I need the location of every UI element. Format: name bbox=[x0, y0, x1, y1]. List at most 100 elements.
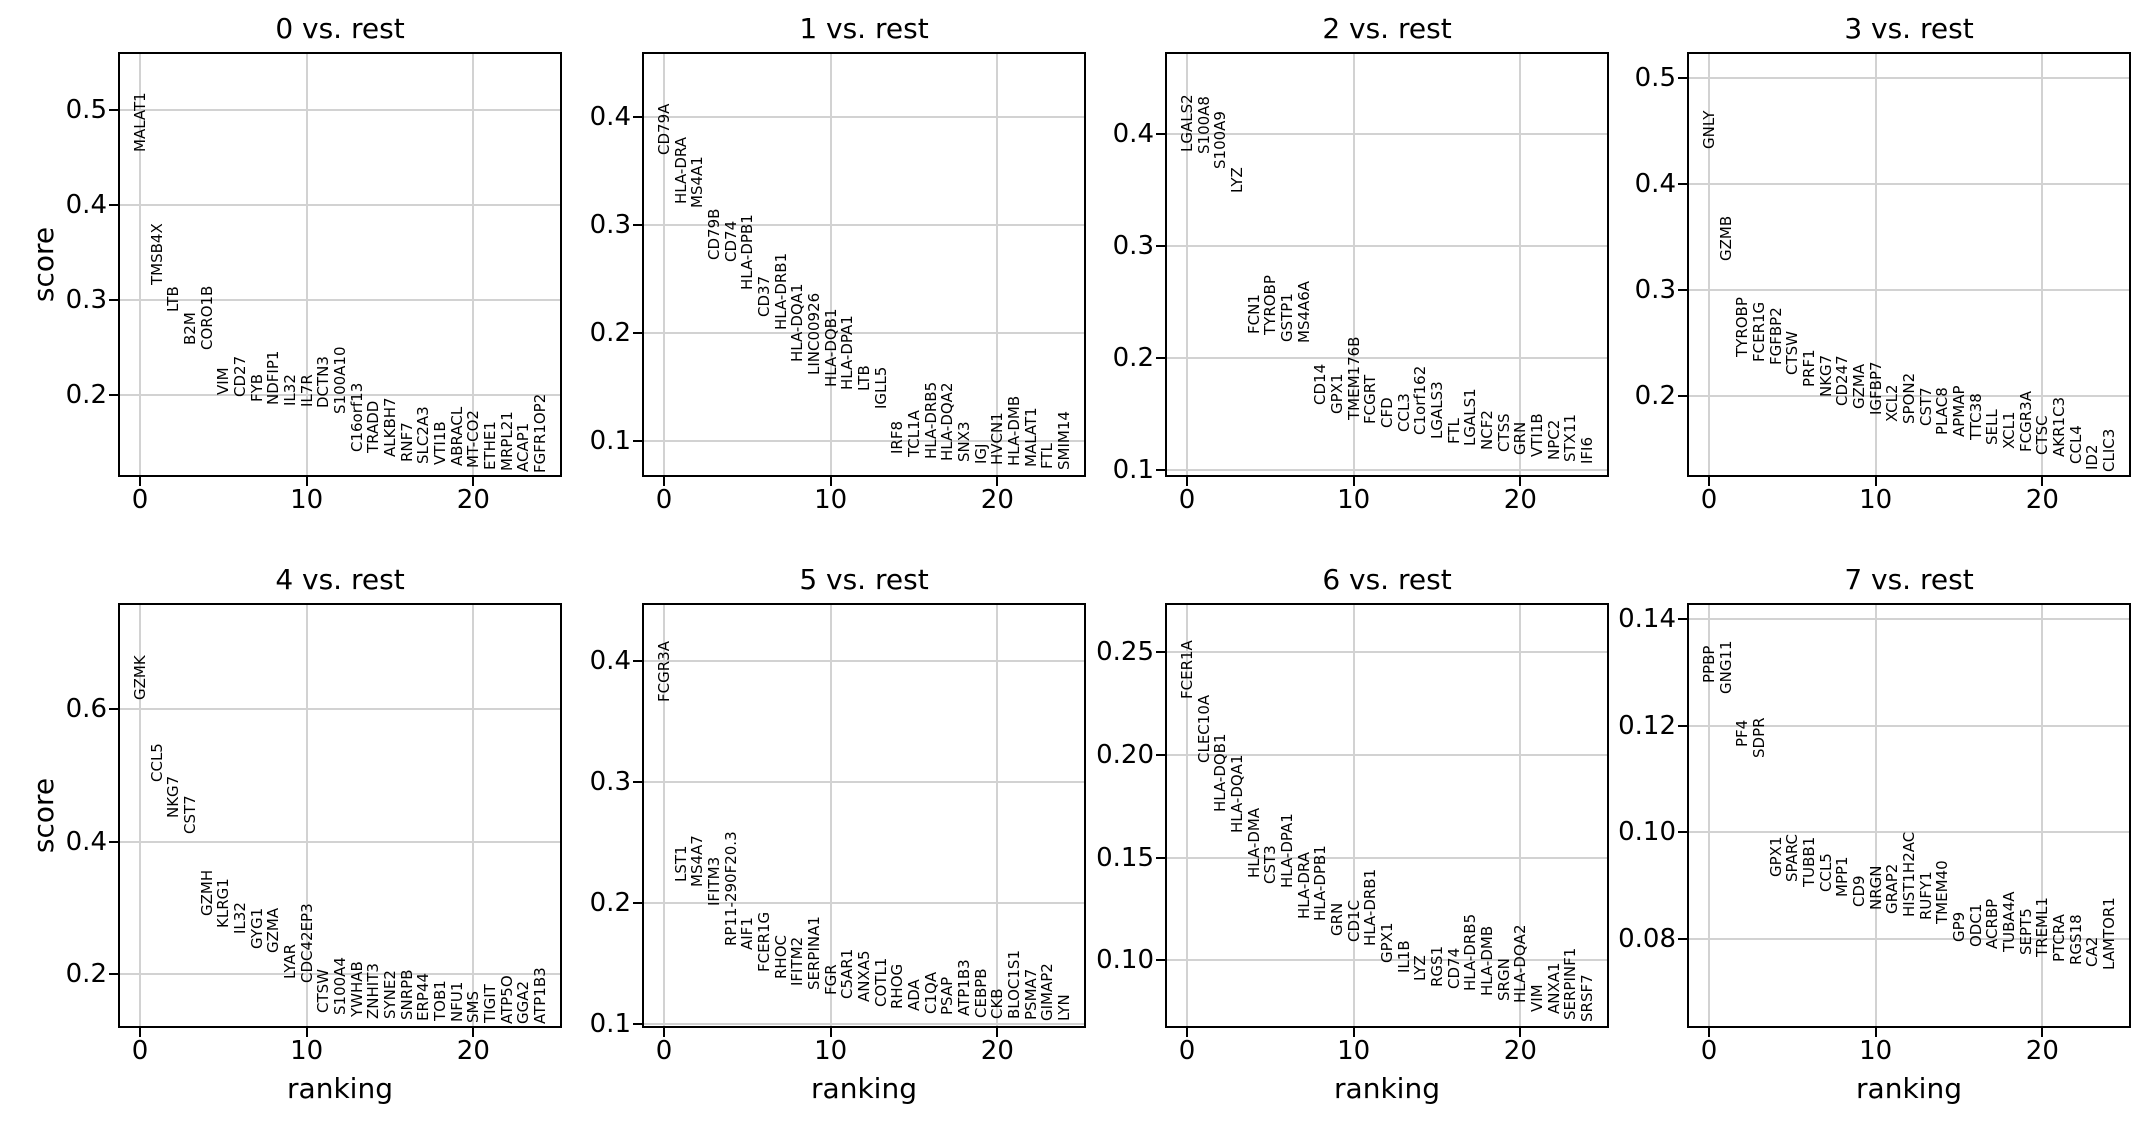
x-tick-label: 10 bbox=[1337, 485, 1371, 515]
y-tick-label: 0.5 bbox=[1634, 63, 1676, 94]
gene-label: FCER1G bbox=[755, 911, 773, 972]
gene-label: SLC2A3 bbox=[414, 405, 433, 464]
gene-label: ANXA1 bbox=[1544, 962, 1563, 1014]
gene-label: ZNHIT3 bbox=[364, 962, 383, 1019]
gene-label: HLA-DRA bbox=[671, 137, 690, 205]
gene-label: AIF1 bbox=[738, 916, 757, 950]
y-gridline bbox=[1167, 959, 1607, 962]
gene-label: GZMA bbox=[264, 907, 283, 953]
gene-label: ADA bbox=[905, 979, 923, 1012]
y-gridline bbox=[644, 332, 1084, 335]
gene-label: CD247 bbox=[1833, 355, 1852, 407]
gene-label: IFITM3 bbox=[705, 857, 723, 907]
gene-label: VTI1B bbox=[1528, 412, 1546, 457]
subplot-2: 0 10 20 0.1 0.2 0.3 0.4 2 vs. rest LGALS2 S100A8 S… bbox=[1113, 14, 1609, 513]
y-tick bbox=[633, 440, 642, 443]
gene-label: CST3 bbox=[1261, 845, 1280, 885]
gene-label: FCGR3A bbox=[655, 640, 673, 702]
y-tick bbox=[1156, 132, 1165, 135]
gene-label: FYB bbox=[247, 373, 266, 402]
y-tick bbox=[109, 394, 118, 397]
gene-label: SEPT5 bbox=[2016, 908, 2035, 956]
gene-label: PSMA7 bbox=[1021, 968, 1040, 1020]
gene-label: IFI6 bbox=[1578, 437, 1596, 465]
x-tick-label: 20 bbox=[1503, 1036, 1537, 1066]
y-tick-label: 0.14 bbox=[1618, 603, 1676, 634]
gene-label: ACRBP bbox=[1983, 898, 2002, 950]
gene-label: GRN bbox=[1511, 422, 1530, 456]
y-gridline bbox=[1167, 468, 1607, 471]
y-gridline bbox=[644, 223, 1084, 226]
gene-label: FGR bbox=[821, 963, 840, 995]
y-tick bbox=[1156, 244, 1165, 247]
gene-label: LYAR bbox=[281, 944, 299, 980]
gene-label: PRF1 bbox=[1800, 349, 1818, 388]
y-gridline bbox=[120, 204, 560, 207]
gene-label: HLA-DRB1 bbox=[771, 252, 790, 330]
gene-label: NFU1 bbox=[447, 981, 466, 1023]
y-gridline bbox=[1689, 617, 2129, 620]
x-gridline bbox=[2041, 605, 2044, 1026]
y-gridline bbox=[1167, 356, 1607, 359]
gene-label: ODC1 bbox=[1966, 903, 1985, 948]
gene-label: MS4A6A bbox=[1294, 281, 1313, 344]
gene-label: GPX1 bbox=[1378, 922, 1396, 964]
x-tick-label: 0 bbox=[655, 485, 673, 515]
gene-label: SMIM14 bbox=[1055, 410, 1073, 470]
x-tick-label: 10 bbox=[1859, 485, 1893, 515]
gene-label: PLAC8 bbox=[1933, 387, 1952, 435]
gene-label: SDPR bbox=[1750, 717, 1768, 758]
x-tick bbox=[1708, 477, 1710, 486]
gene-label: CD74 bbox=[1444, 947, 1463, 990]
y-gridline bbox=[644, 115, 1084, 118]
x-tick-label: 10 bbox=[290, 1036, 324, 1066]
x-tick-label: 0 bbox=[655, 1036, 673, 1066]
gene-label: MALAT1 bbox=[131, 92, 149, 152]
gene-label: GZMH bbox=[197, 870, 216, 917]
gene-label: RHOG bbox=[888, 963, 907, 1010]
y-tick-label: 0.1 bbox=[589, 1008, 631, 1039]
gene-label: LAMTOR1 bbox=[2100, 897, 2118, 970]
y-tick bbox=[1156, 356, 1165, 359]
x-tick bbox=[1352, 477, 1355, 486]
gene-label: FCER1G bbox=[1750, 301, 1768, 362]
gene-label: TMSB4X bbox=[147, 223, 166, 285]
gene-label: HLA-DQB1 bbox=[1211, 733, 1230, 813]
subplot-title: 6 vs. rest bbox=[1322, 563, 1452, 596]
subplot-title: 3 vs. rest bbox=[1844, 12, 1974, 45]
x-gridline bbox=[663, 54, 665, 475]
gene-label: CST7 bbox=[181, 794, 199, 834]
gene-label: TOB1 bbox=[431, 980, 449, 1022]
y-gridline bbox=[644, 659, 1084, 662]
y-gridline bbox=[644, 440, 1084, 443]
x-tick bbox=[1352, 1028, 1355, 1037]
gene-label: HLA-DPB1 bbox=[738, 214, 757, 290]
x-axis-label: ranking bbox=[1334, 1072, 1440, 1105]
subplot-title: 2 vs. rest bbox=[1322, 12, 1452, 45]
y-tick-label: 0.2 bbox=[589, 318, 631, 349]
gene-label: NKG7 bbox=[1816, 354, 1835, 397]
y-gridline bbox=[120, 708, 560, 711]
y-tick bbox=[1678, 394, 1687, 397]
y-gridline bbox=[644, 901, 1084, 904]
gene-label: NRGN bbox=[1866, 865, 1885, 910]
x-gridline bbox=[1708, 54, 1710, 475]
gene-label: GPX1 bbox=[1766, 836, 1785, 878]
y-tick-label: 0.3 bbox=[1634, 274, 1676, 305]
y-gridline bbox=[1689, 831, 2129, 834]
gene-label: CDC42EP3 bbox=[297, 903, 316, 984]
y-gridline bbox=[120, 109, 560, 112]
gene-label: CTSW bbox=[1783, 330, 1802, 375]
gene-label: CCL5 bbox=[147, 743, 166, 783]
x-gridline bbox=[829, 54, 832, 475]
subplot-1: 0 10 20 0.1 0.2 0.3 0.4 1 vs. rest CD79A HLA-DRA M… bbox=[590, 14, 1086, 513]
y-gridline bbox=[1689, 394, 2129, 397]
y-tick-label: 0.15 bbox=[1096, 842, 1154, 873]
y-axis-label-text: score bbox=[27, 226, 61, 303]
gene-label: HLA-DMA bbox=[1244, 808, 1263, 879]
gene-label: DCTN3 bbox=[314, 355, 333, 408]
y-tick-label: 0.4 bbox=[589, 645, 631, 676]
y-tick bbox=[1678, 77, 1687, 80]
y-tick bbox=[633, 780, 642, 783]
gene-label: CLIC3 bbox=[2100, 428, 2118, 472]
